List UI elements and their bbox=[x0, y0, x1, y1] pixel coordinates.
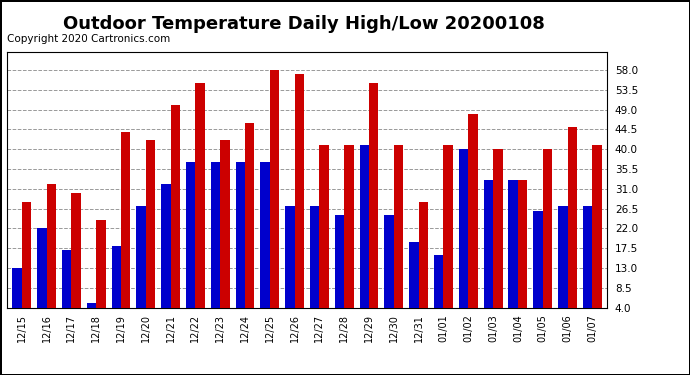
Text: Outdoor Temperature Daily High/Low 20200108: Outdoor Temperature Daily High/Low 20200… bbox=[63, 15, 544, 33]
Bar bbox=[543, 149, 552, 308]
Bar bbox=[260, 162, 270, 308]
Bar bbox=[558, 206, 567, 308]
Bar bbox=[335, 215, 344, 308]
Bar bbox=[37, 228, 47, 308]
Bar bbox=[285, 206, 295, 308]
Bar bbox=[195, 83, 205, 308]
Bar bbox=[186, 162, 195, 308]
Bar bbox=[592, 145, 602, 308]
Bar bbox=[419, 202, 428, 308]
Bar bbox=[245, 123, 255, 308]
Text: Copyright 2020 Cartronics.com: Copyright 2020 Cartronics.com bbox=[7, 34, 170, 44]
Bar bbox=[394, 145, 403, 308]
Bar bbox=[235, 162, 245, 308]
Bar bbox=[583, 206, 592, 308]
Bar bbox=[444, 145, 453, 308]
Bar bbox=[121, 132, 130, 308]
Bar bbox=[459, 149, 469, 308]
Bar bbox=[359, 145, 369, 308]
Bar bbox=[12, 268, 22, 308]
Bar bbox=[509, 180, 518, 308]
Bar bbox=[484, 180, 493, 308]
Bar bbox=[270, 70, 279, 308]
Bar bbox=[434, 255, 444, 308]
Bar bbox=[87, 303, 96, 307]
Bar bbox=[310, 206, 319, 308]
Bar bbox=[62, 251, 71, 308]
Bar bbox=[161, 184, 170, 308]
Bar bbox=[533, 211, 543, 308]
Bar bbox=[319, 145, 329, 308]
Bar bbox=[137, 206, 146, 308]
Bar bbox=[409, 242, 419, 308]
Bar bbox=[170, 105, 180, 308]
Bar bbox=[146, 140, 155, 308]
Bar bbox=[47, 184, 56, 308]
Bar bbox=[493, 149, 502, 308]
Bar bbox=[71, 193, 81, 308]
Bar bbox=[518, 180, 527, 308]
Bar bbox=[96, 220, 106, 308]
Bar bbox=[384, 215, 394, 308]
Bar bbox=[112, 246, 121, 308]
Bar bbox=[369, 83, 379, 308]
Bar bbox=[344, 145, 354, 308]
Bar bbox=[567, 127, 577, 308]
Bar bbox=[295, 75, 304, 308]
Bar bbox=[22, 202, 31, 308]
Bar bbox=[211, 162, 220, 308]
Bar bbox=[220, 140, 230, 308]
Bar bbox=[469, 114, 477, 308]
